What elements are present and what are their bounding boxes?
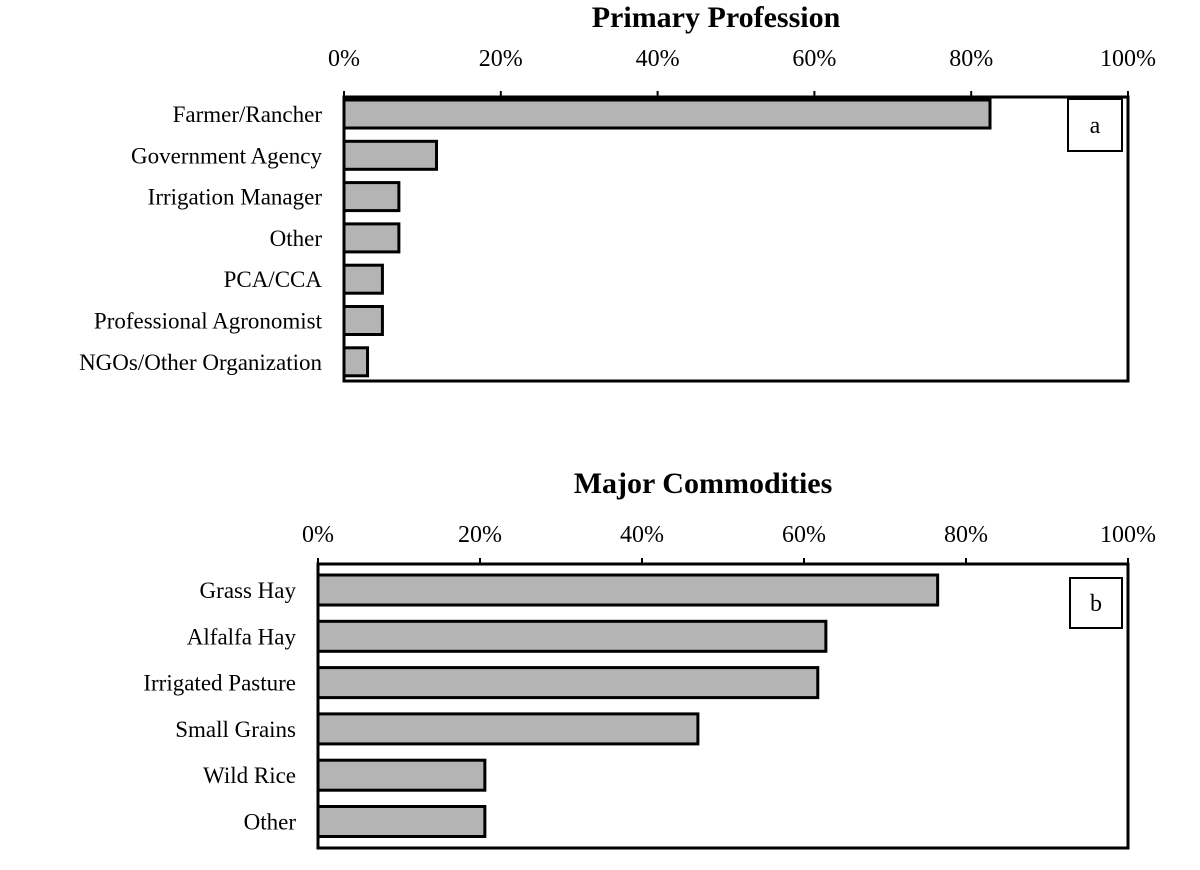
panel-label-box: [1067, 98, 1123, 152]
bar: [342, 305, 384, 336]
chart-panel-a: Primary Profession 0% 20% 40% 60% 80% 100% Farm…: [79, 1, 1156, 383]
category-label: Alfalfa Hay: [187, 624, 297, 649]
x-tick-label: 60%: [782, 522, 826, 548]
bar: [342, 139, 439, 171]
x-tick-label: 20%: [479, 46, 523, 72]
chart-title: Primary Profession: [592, 1, 841, 34]
category-label: Government Agency: [131, 143, 322, 168]
x-tick-label: 20%: [458, 522, 502, 548]
bar: [342, 346, 370, 378]
x-tick-label: 100%: [1100, 522, 1156, 548]
category-label: Irrigation Manager: [148, 185, 323, 210]
x-tick-label: 40%: [636, 46, 680, 72]
x-tick-label: 80%: [944, 522, 988, 548]
panel-label: a: [1090, 113, 1101, 139]
plot-frame: [342, 95, 1130, 383]
x-tick-label: 0%: [302, 522, 334, 548]
x-tick-label: 100%: [1100, 46, 1156, 72]
category-label: Other: [270, 226, 323, 251]
bar: [316, 758, 487, 792]
category-label: PCA/CCA: [224, 267, 323, 292]
bar: [316, 666, 820, 700]
category-label: Wild Rice: [203, 763, 296, 788]
x-tick-label: 60%: [792, 46, 836, 72]
chart-title: Major Commodities: [574, 467, 833, 500]
panel-label-box: [1069, 577, 1123, 629]
x-tick-label: 0%: [328, 46, 360, 72]
category-label: Small Grains: [175, 717, 296, 742]
bar: [342, 181, 401, 213]
category-label: Other: [244, 810, 297, 835]
category-label: Farmer/Rancher: [173, 102, 323, 127]
category-label: Professional Agronomist: [94, 309, 323, 334]
category-label: Irrigated Pasture: [143, 671, 296, 696]
bar: [316, 619, 828, 653]
plot-frame: [316, 562, 1130, 850]
x-tick-label: 40%: [620, 522, 664, 548]
bar: [316, 712, 700, 746]
bar: [342, 222, 401, 254]
category-label: Grass Hay: [200, 578, 297, 603]
bar: [316, 805, 487, 838]
panel-label: b: [1090, 591, 1102, 617]
x-tick-label: 80%: [949, 46, 993, 72]
bar: [342, 98, 992, 130]
bar: [342, 263, 384, 295]
chart-panel-b: Major Commodities 0% 20% 40% 60% 80% 100% Grass…: [143, 467, 1156, 850]
bar: [316, 573, 940, 607]
category-label: NGOs/Other Organization: [79, 350, 322, 375]
